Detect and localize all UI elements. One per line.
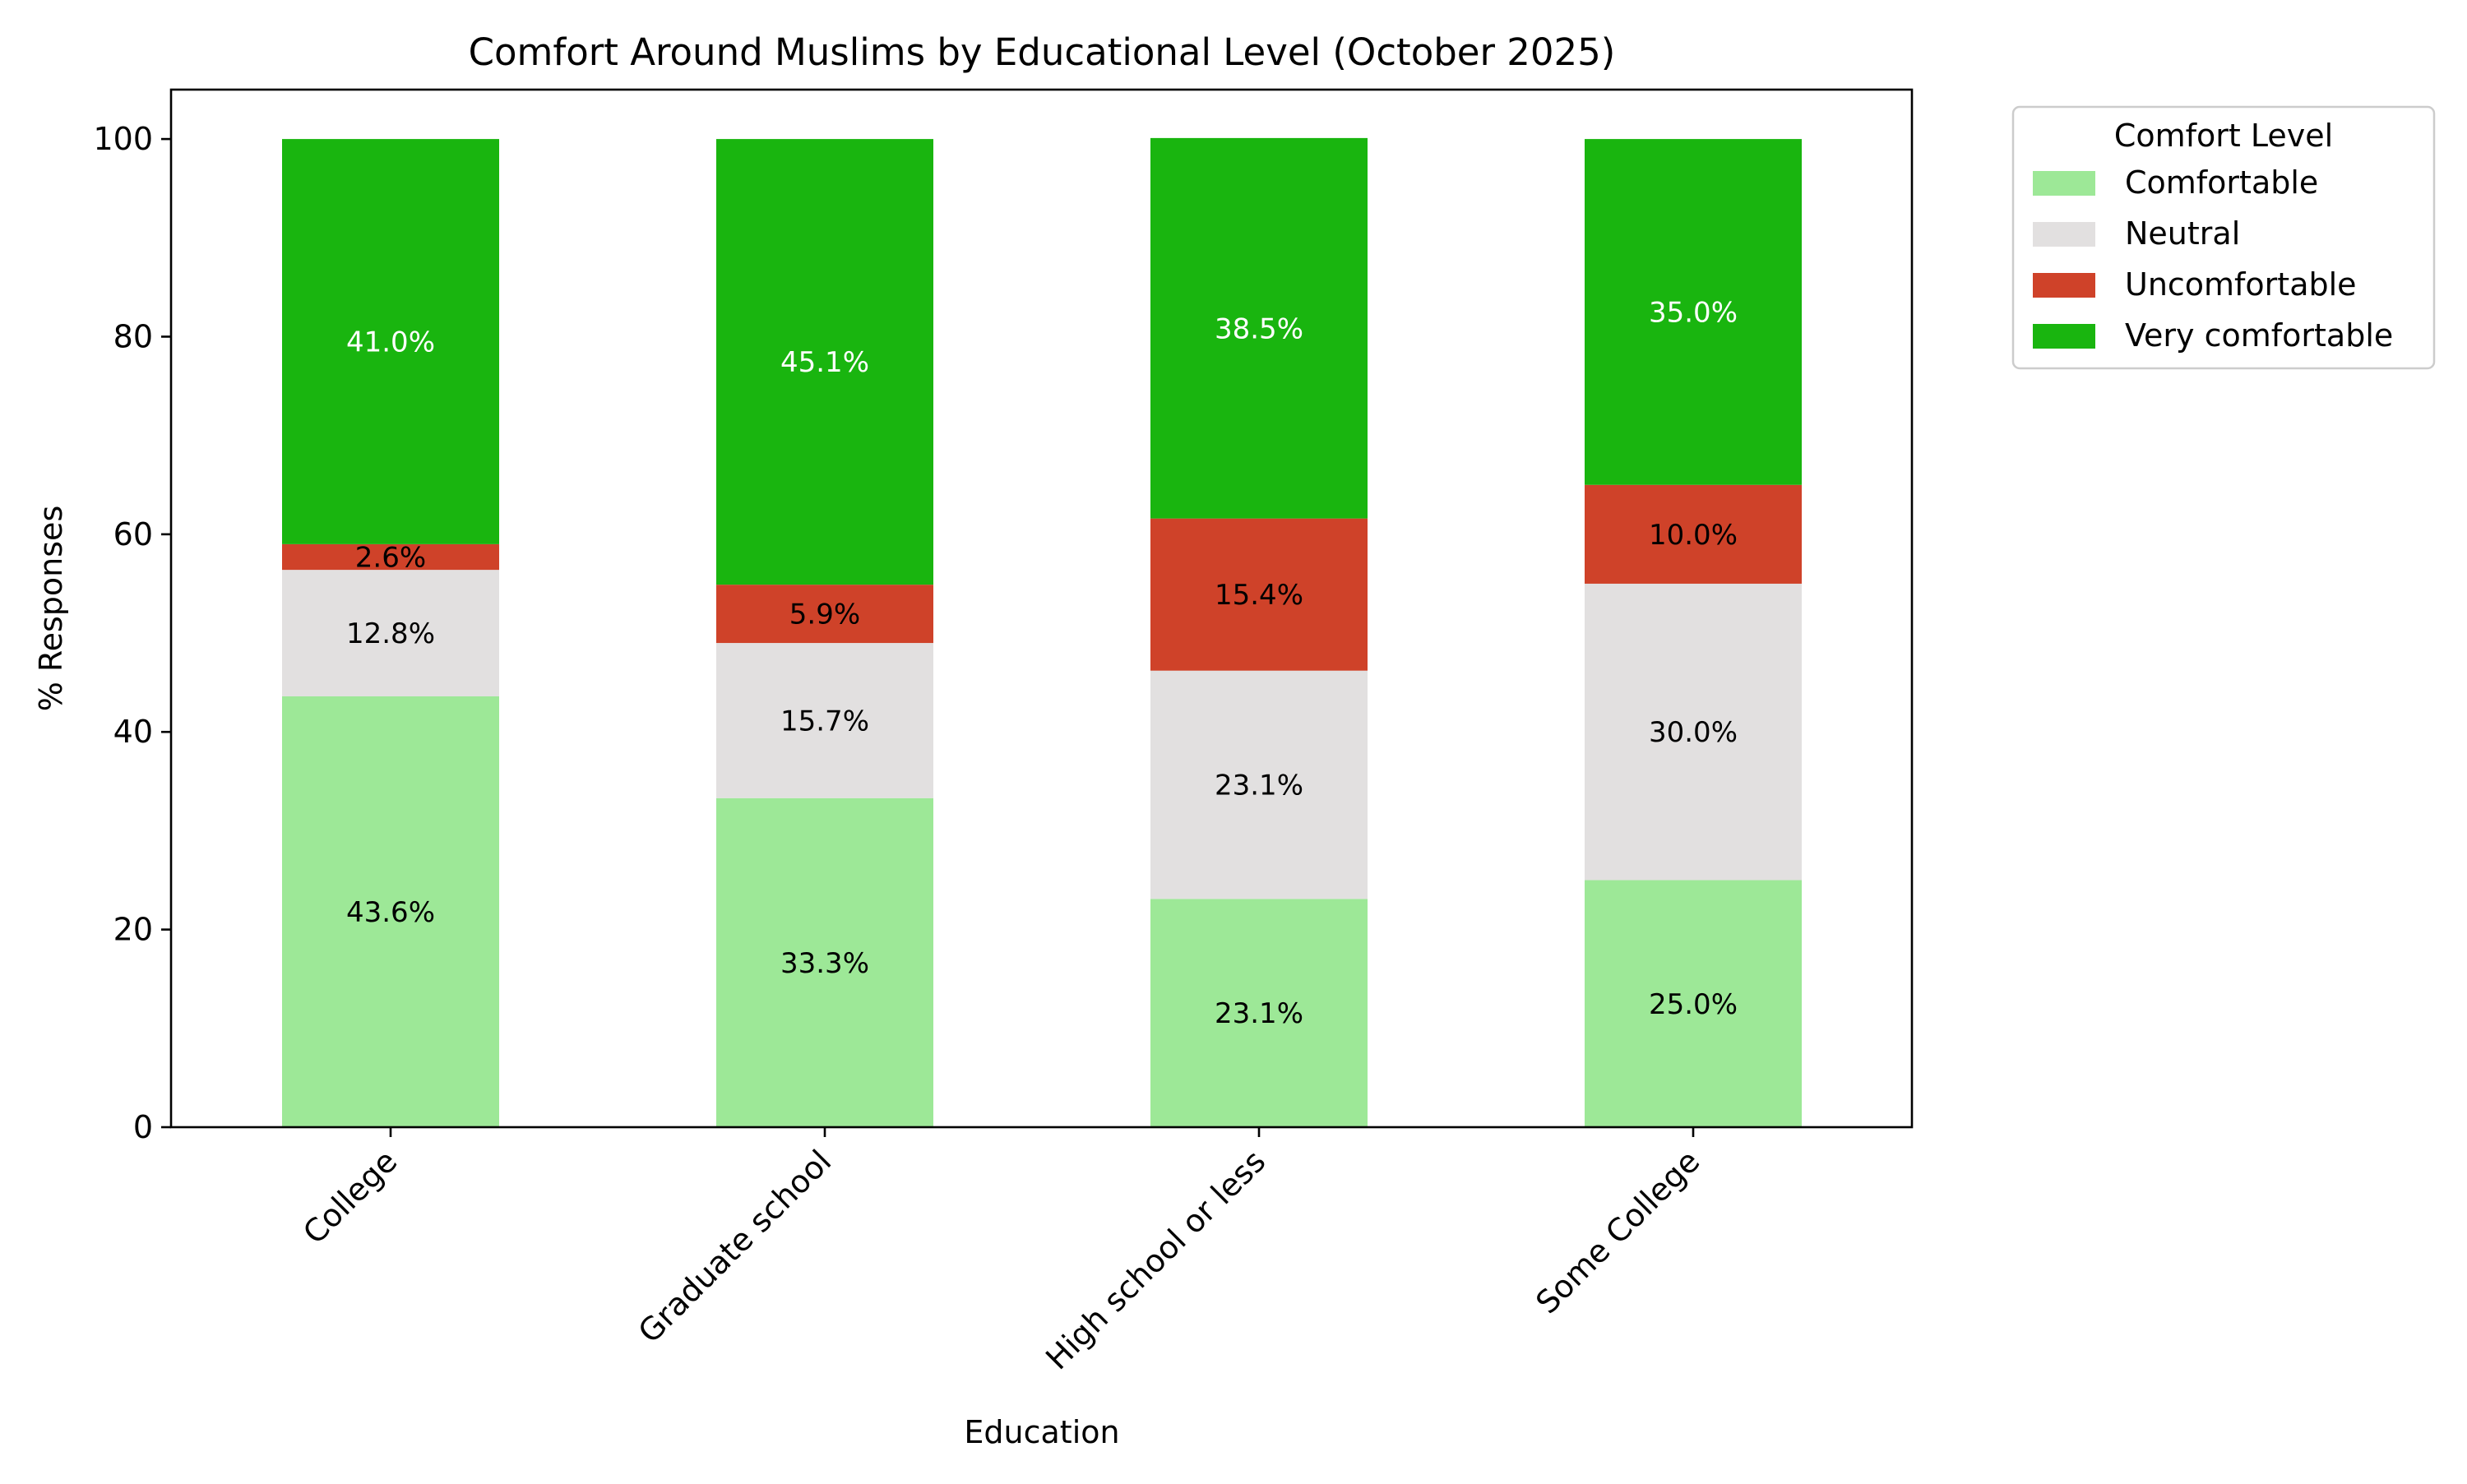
y-tick-label: 20 bbox=[113, 912, 153, 948]
data-label: 30.0% bbox=[1649, 716, 1738, 749]
data-label: 23.1% bbox=[1215, 997, 1303, 1030]
x-tick-label: College bbox=[296, 1143, 404, 1251]
bar-segment-uncomfortable-some-college bbox=[1585, 484, 1802, 584]
data-label: 12.8% bbox=[346, 617, 435, 650]
y-tick-label: 40 bbox=[113, 714, 153, 750]
bar-segment-neutral-college bbox=[282, 570, 499, 696]
data-label: 38.5% bbox=[1215, 312, 1303, 345]
legend: Comfort Level Comfortable Neutral Uncomfor… bbox=[2011, 105, 2436, 370]
plot-frame bbox=[169, 88, 1914, 1129]
legend-label: Comfortable bbox=[2125, 164, 2318, 201]
legend-swatch-uncomfortable bbox=[2033, 273, 2095, 298]
bar-segment-comfortable-high-school-or-less bbox=[1150, 899, 1368, 1127]
y-tick-label: 60 bbox=[113, 516, 153, 552]
bar-segment-very-comfortable-college bbox=[282, 139, 499, 544]
bar-segment-comfortable-graduate-school bbox=[716, 797, 933, 1127]
legend-title: Comfort Level bbox=[2114, 118, 2333, 154]
bar-segment-comfortable-some-college bbox=[1585, 880, 1802, 1127]
legend-swatch-neutral bbox=[2033, 222, 2095, 247]
data-label: 15.7% bbox=[780, 705, 869, 737]
bar-segment-very-comfortable-graduate-school bbox=[716, 139, 933, 585]
legend-label: Neutral bbox=[2125, 215, 2240, 252]
legend-swatch-comfortable bbox=[2033, 171, 2095, 196]
data-label: 25.0% bbox=[1649, 988, 1738, 1021]
bar-segment-neutral-some-college bbox=[1585, 583, 1802, 881]
data-label: 5.9% bbox=[789, 599, 860, 631]
bar-segment-very-comfortable-some-college bbox=[1585, 139, 1802, 485]
x-axis: College Graduate school High school or les… bbox=[296, 1127, 1706, 1376]
data-label: 35.0% bbox=[1649, 296, 1738, 329]
x-axis-label: Education bbox=[964, 1414, 1119, 1450]
x-tick-label: Graduate school bbox=[632, 1143, 839, 1350]
y-tick-label: 100 bbox=[93, 121, 153, 157]
data-label: 23.1% bbox=[1215, 770, 1303, 802]
x-tick-label: Some College bbox=[1529, 1143, 1706, 1320]
legend-label: Very comfortable bbox=[2125, 317, 2393, 354]
legend-label: Uncomfortable bbox=[2125, 266, 2357, 303]
data-label: 33.3% bbox=[780, 947, 869, 980]
bar-segment-uncomfortable-college bbox=[282, 543, 499, 571]
data-label: 41.0% bbox=[346, 326, 435, 358]
chart-title: Comfort Around Muslims by Educational Le… bbox=[469, 30, 1616, 74]
bar-segment-comfortable-college bbox=[282, 696, 499, 1127]
bar-segment-neutral-high-school-or-less bbox=[1150, 670, 1368, 899]
bar-segment-uncomfortable-graduate-school bbox=[716, 585, 933, 644]
bar-segment-neutral-graduate-school bbox=[716, 643, 933, 798]
bar-segment-uncomfortable-high-school-or-less bbox=[1150, 518, 1368, 671]
legend-box bbox=[2011, 105, 2436, 370]
data-label: 15.4% bbox=[1215, 579, 1303, 612]
y-tick-label: 0 bbox=[133, 1109, 153, 1145]
data-label: 2.6% bbox=[355, 542, 426, 575]
y-tick-label: 80 bbox=[113, 318, 153, 354]
data-label: 45.1% bbox=[780, 346, 869, 379]
bars-layer bbox=[282, 137, 1802, 1127]
legend-swatch-very-comfortable bbox=[2033, 324, 2095, 349]
data-labels-layer: 43.6% 12.8% 2.6% 41.0% 33.3% 15.7% 5.9% 45.1% 23… bbox=[346, 296, 1738, 1030]
bar-segment-very-comfortable-high-school-or-less bbox=[1150, 137, 1368, 519]
y-axis: 0 20 40 60 80 100 bbox=[93, 121, 171, 1145]
legend-items: Comfortable Neutral Uncomfortable Very comf… bbox=[2033, 164, 2393, 354]
y-axis-label: % Responses bbox=[33, 506, 69, 712]
data-label: 10.0% bbox=[1649, 519, 1738, 552]
x-tick-label: High school or less bbox=[1039, 1143, 1272, 1376]
data-label: 43.6% bbox=[346, 896, 435, 929]
